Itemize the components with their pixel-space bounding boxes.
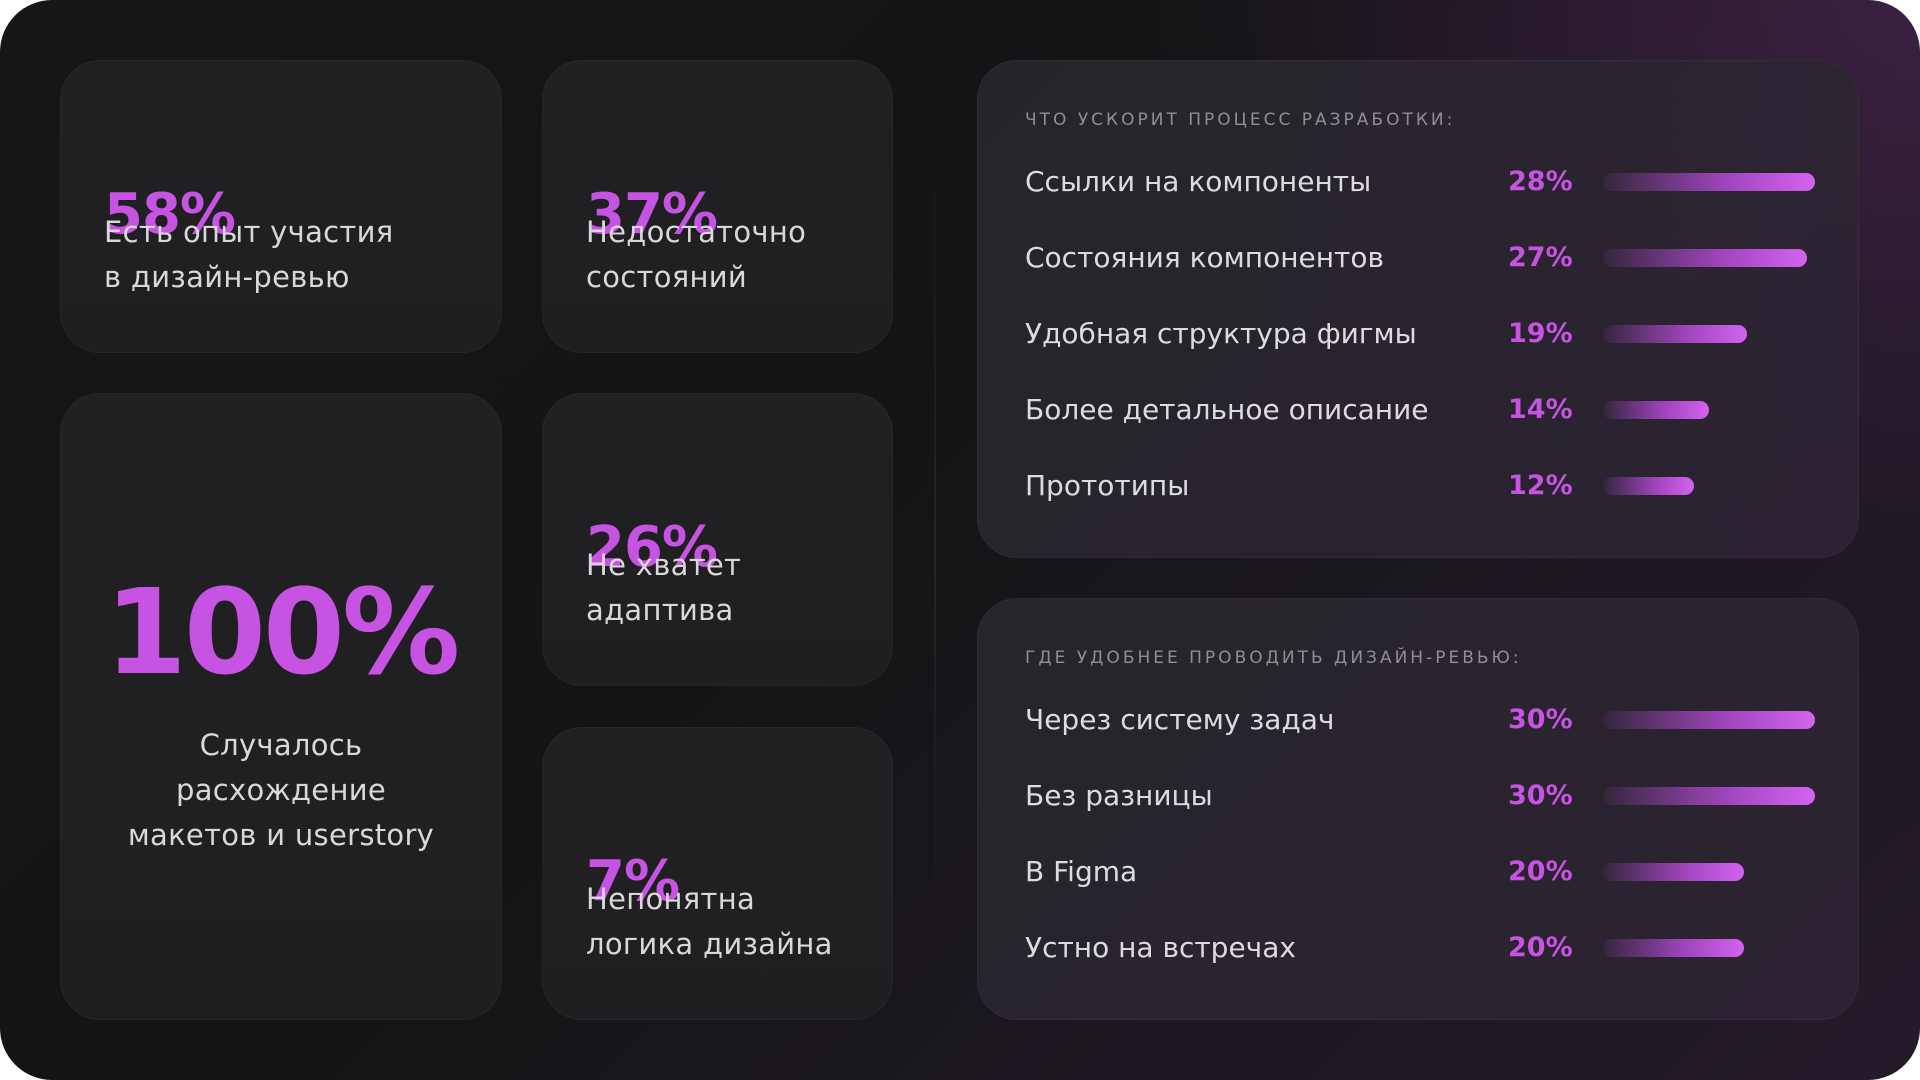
chart-row: Устно на встречах 20% (1025, 928, 1815, 968)
bar-track (1603, 249, 1815, 267)
column-divider (934, 130, 936, 950)
data-label: 28% (1508, 166, 1573, 197)
stat-value: 26% (586, 515, 718, 580)
category-label: Удобная структура фигмы (1025, 317, 1417, 350)
stat-value: 7% (586, 849, 680, 914)
stat-label-line: адаптива (586, 593, 734, 627)
stat-card-states: 37% Недостаточно состояний (542, 60, 893, 353)
stat-label: Не хватет адаптива (586, 543, 741, 633)
category-label: Прототипы (1025, 469, 1190, 502)
stat-value: 37% (586, 182, 718, 247)
data-label: 27% (1508, 242, 1573, 273)
chart-row: Более детальное описание 14% (1025, 390, 1815, 430)
stat-card-mismatch: 100% Случалось расхождение макетов и use… (60, 393, 502, 1020)
bar (1603, 787, 1815, 805)
data-label: 19% (1508, 318, 1573, 349)
bar (1603, 249, 1807, 267)
stat-label: Случалось расхождение макетов и userstor… (60, 723, 502, 858)
chart-row: Ссылки на компоненты 28% (1025, 162, 1815, 202)
category-label: Более детальное описание (1025, 393, 1429, 426)
stat-label-line: в дизайн-ревью (104, 260, 350, 294)
stat-label-line: макетов и userstory (127, 818, 435, 852)
data-label: 30% (1508, 704, 1573, 735)
stat-label: Непонятна логика дизайна (586, 877, 833, 967)
bar (1603, 477, 1694, 495)
stat-label: Недостаточно состояний (586, 210, 806, 300)
bar-track (1603, 477, 1815, 495)
bar (1603, 939, 1744, 957)
bar (1603, 173, 1815, 191)
bar-track (1603, 325, 1815, 343)
data-label: 30% (1508, 780, 1573, 811)
category-label: Устно на встречах (1025, 931, 1296, 964)
stat-label-line: расхождение (176, 773, 386, 807)
category-label: Через систему задач (1025, 703, 1335, 736)
data-label: 12% (1508, 470, 1573, 501)
bar-track (1603, 401, 1815, 419)
category-label: В Figma (1025, 855, 1138, 888)
data-label: 20% (1508, 856, 1573, 887)
category-label: Состояния компонентов (1025, 241, 1384, 274)
chart-row: Прототипы 12% (1025, 466, 1815, 506)
chart-panel-speedup: ЧТО УСКОРИТ ПРОЦЕСС РАЗРАБОТКИ: Ссылки н… (977, 60, 1859, 558)
data-label: 14% (1508, 394, 1573, 425)
data-label: 20% (1508, 932, 1573, 963)
stat-card-adaptive: 26% Не хватет адаптива (542, 393, 893, 686)
stat-label-line: логика дизайна (586, 927, 833, 961)
stat-label-line: Случалось (199, 728, 363, 762)
bar (1603, 325, 1747, 343)
stat-card-review-experience: 58% Есть опыт участия в дизайн-ревью (60, 60, 502, 353)
bar (1603, 863, 1744, 881)
stat-label: Есть опыт участия в дизайн-ревью (104, 210, 393, 300)
chart-row: Без разницы 30% (1025, 776, 1815, 816)
chart-row: Через систему задач 30% (1025, 700, 1815, 740)
bar-track (1603, 939, 1815, 957)
category-label: Без разницы (1025, 779, 1213, 812)
chart-panel-review-venue: ГДЕ УДОБНЕЕ ПРОВОДИТЬ ДИЗАЙН-РЕВЬЮ: Чере… (977, 598, 1859, 1020)
stat-label-line: Не хватет (586, 548, 742, 582)
stat-card-design-logic: 7% Непонятна логика дизайна (542, 727, 893, 1020)
bar-track (1603, 711, 1815, 729)
bar-track (1603, 863, 1815, 881)
stat-value: 100% (104, 563, 461, 701)
bar (1603, 401, 1709, 419)
stat-label-line: Есть опыт участия (104, 215, 394, 249)
bar-track (1603, 173, 1815, 191)
stat-label-line: состояний (586, 260, 748, 294)
chart-row: В Figma 20% (1025, 852, 1815, 892)
chart-row: Состояния компонентов 27% (1025, 238, 1815, 278)
bar (1603, 711, 1815, 729)
category-label: Ссылки на компоненты (1025, 165, 1372, 198)
chart-title: ЧТО УСКОРИТ ПРОЦЕСС РАЗРАБОТКИ: (1025, 110, 1456, 130)
bar-track (1603, 787, 1815, 805)
stat-label-line: Недостаточно (586, 215, 807, 249)
stat-label-line: Непонятна (586, 882, 756, 916)
chart-title: ГДЕ УДОБНЕЕ ПРОВОДИТЬ ДИЗАЙН-РЕВЬЮ: (1025, 648, 1522, 668)
chart-row: Удобная структура фигмы 19% (1025, 314, 1815, 354)
stat-value: 58% (104, 182, 236, 247)
